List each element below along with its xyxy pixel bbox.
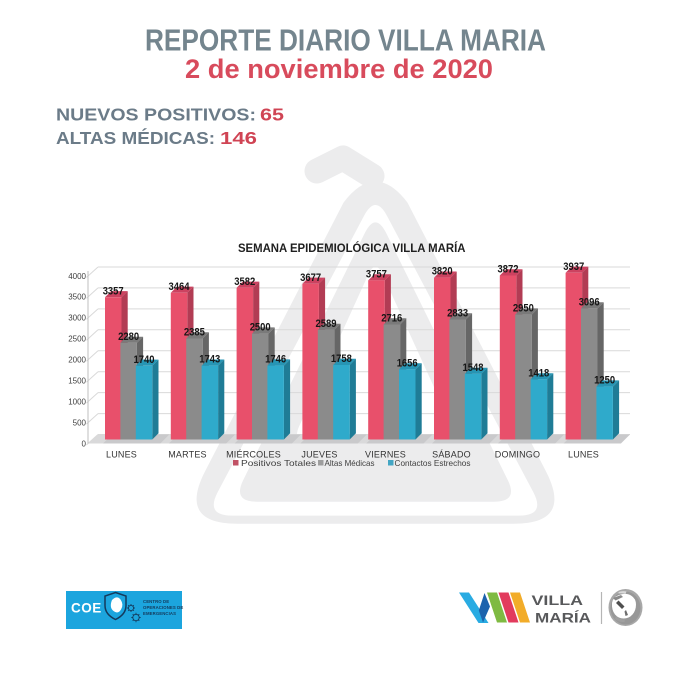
svg-text:3872: 3872 — [498, 264, 519, 276]
svg-text:VILLA: VILLA — [532, 592, 584, 608]
svg-text:0: 0 — [82, 439, 87, 448]
svg-text:1250: 1250 — [594, 375, 615, 387]
svg-text:1656: 1656 — [397, 357, 418, 369]
svg-text:1000: 1000 — [68, 397, 86, 406]
svg-text:3937: 3937 — [563, 261, 584, 273]
svg-text:EMERGENCIAS: EMERGENCIAS — [143, 611, 176, 616]
svg-text:REPORTE DIARIO VILLA MARIA: REPORTE DIARIO VILLA MARIA — [145, 23, 546, 58]
svg-text:SEMANA EPIDEMIOLÓGICA VILLA MA: SEMANA EPIDEMIOLÓGICA VILLA MARÍA — [238, 242, 466, 255]
svg-text:3000: 3000 — [68, 314, 86, 323]
svg-text:3820: 3820 — [432, 266, 453, 278]
svg-text:COE: COE — [71, 601, 102, 616]
svg-text:MIÉRCOLES: MIÉRCOLES — [226, 450, 281, 460]
svg-text:SÁBADO: SÁBADO — [432, 450, 471, 460]
svg-text:65: 65 — [260, 105, 284, 125]
svg-text:4000: 4000 — [68, 272, 86, 281]
svg-text:1500: 1500 — [68, 377, 86, 386]
svg-text:3757: 3757 — [366, 268, 387, 280]
svg-text:3582: 3582 — [234, 276, 255, 288]
svg-text:146: 146 — [220, 128, 257, 148]
svg-text:1740: 1740 — [134, 354, 155, 366]
svg-text:3357: 3357 — [103, 285, 124, 297]
svg-text:VIERNES: VIERNES — [365, 450, 406, 460]
svg-text:1743: 1743 — [199, 354, 220, 366]
svg-text:JUEVES: JUEVES — [301, 450, 337, 460]
svg-text:Positivos Totales: Positivos Totales — [241, 458, 316, 468]
svg-text:2833: 2833 — [447, 308, 468, 320]
svg-text:2500: 2500 — [250, 322, 271, 334]
svg-text:2000: 2000 — [68, 356, 86, 365]
svg-text:1548: 1548 — [463, 362, 484, 374]
svg-text:2589: 2589 — [316, 318, 337, 330]
svg-text:ALTAS MÉDICAS:: ALTAS MÉDICAS: — [56, 127, 215, 148]
svg-text:3096: 3096 — [579, 296, 600, 308]
svg-text:3500: 3500 — [68, 293, 86, 302]
svg-text:3464: 3464 — [169, 281, 191, 293]
svg-text:2500: 2500 — [68, 335, 86, 344]
svg-text:2950: 2950 — [513, 303, 534, 315]
svg-text:NUEVOS POSITIVOS:: NUEVOS POSITIVOS: — [56, 105, 256, 125]
svg-text:1758: 1758 — [331, 353, 352, 365]
svg-text:3677: 3677 — [300, 272, 321, 284]
svg-text:1746: 1746 — [265, 354, 286, 366]
svg-text:1418: 1418 — [528, 367, 549, 379]
svg-text:Contactos Estrechos: Contactos Estrechos — [395, 458, 471, 468]
svg-text:LUNES: LUNES — [106, 450, 137, 460]
svg-text:2280: 2280 — [118, 331, 139, 343]
svg-text:2 de noviembre de 2020: 2 de noviembre de 2020 — [185, 54, 493, 84]
svg-text:OPERACIONES DE: OPERACIONES DE — [143, 605, 183, 610]
svg-text:2716: 2716 — [381, 313, 402, 325]
svg-text:Altas Médicas: Altas Médicas — [325, 458, 375, 468]
svg-text:2385: 2385 — [184, 327, 205, 339]
svg-text:MARTES: MARTES — [168, 450, 207, 460]
svg-text:DOMINGO: DOMINGO — [495, 450, 540, 460]
svg-text:500: 500 — [73, 418, 87, 427]
svg-text:MARÍA: MARÍA — [535, 610, 591, 626]
svg-text:CENTRO DE: CENTRO DE — [143, 599, 169, 604]
svg-text:LUNES: LUNES — [568, 450, 599, 460]
